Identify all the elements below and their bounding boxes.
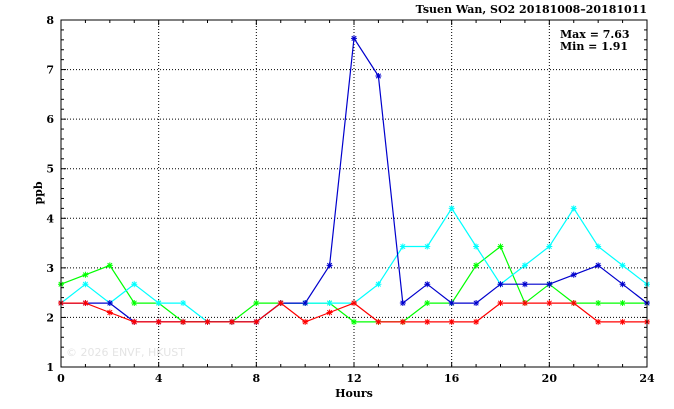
data-point (106, 262, 113, 269)
x-tick-label: 12 (346, 372, 361, 385)
x-tick-label: 16 (444, 372, 460, 385)
min-label: Min = 1.91 (560, 40, 628, 53)
x-tick-label: 20 (542, 372, 558, 385)
data-point (375, 318, 382, 325)
data-point (473, 300, 480, 307)
data-point (546, 243, 553, 250)
data-point (253, 300, 260, 307)
data-point (277, 300, 284, 307)
max-label: Max = 7.63 (560, 28, 630, 41)
y-tick-label: 8 (46, 14, 54, 27)
y-tick-label: 5 (46, 163, 54, 176)
watermark: © 2026 ENVF, HKUST (66, 346, 185, 359)
data-point (351, 35, 357, 42)
data-point (424, 300, 431, 307)
data-point (595, 318, 602, 325)
data-point (302, 318, 309, 325)
data-point (302, 300, 309, 307)
y-tick-label: 2 (46, 311, 54, 324)
data-point (82, 281, 89, 288)
y-tick-label: 3 (46, 262, 54, 275)
data-point (448, 300, 455, 307)
data-point (497, 243, 504, 250)
data-point (82, 271, 89, 278)
data-point (497, 281, 504, 288)
y-tick-label: 7 (46, 64, 54, 77)
data-point (521, 300, 528, 307)
data-point (131, 281, 138, 288)
y-tick-label: 4 (46, 212, 54, 225)
x-tick-label: 4 (155, 372, 163, 385)
data-point (399, 300, 406, 307)
data-point (351, 300, 357, 307)
data-point (399, 318, 406, 325)
data-point (375, 73, 382, 80)
data-point (253, 318, 260, 325)
chart-title: Tsuen Wan, SO2 20181008–20181011 (416, 3, 647, 16)
data-point (619, 318, 626, 325)
data-point (399, 243, 406, 250)
data-point (180, 300, 187, 307)
data-point (326, 300, 333, 307)
data-point (106, 309, 113, 316)
data-point (521, 262, 528, 269)
y-tick-label: 1 (46, 361, 54, 374)
data-point (473, 243, 480, 250)
data-point (204, 318, 211, 325)
data-point (619, 300, 626, 307)
data-point (375, 281, 382, 288)
data-point (448, 205, 455, 212)
x-tick-label: 8 (253, 372, 261, 385)
data-point (497, 300, 504, 307)
data-point (521, 281, 528, 288)
x-tick-label: 0 (57, 372, 65, 385)
data-point (351, 318, 357, 325)
data-point (546, 281, 553, 288)
data-point (424, 281, 431, 288)
data-point (228, 318, 235, 325)
data-point (131, 300, 138, 307)
y-tick-label: 6 (46, 113, 54, 126)
data-point (326, 309, 333, 316)
data-point (155, 318, 162, 325)
data-point (424, 243, 431, 250)
x-tick-label: 24 (639, 372, 655, 385)
data-point (570, 271, 577, 278)
data-point (106, 300, 113, 307)
data-point (424, 318, 431, 325)
data-point (570, 300, 577, 307)
grid (61, 20, 647, 367)
y-axis-title: ppb (32, 181, 45, 204)
data-point (448, 318, 455, 325)
x-axis-title: Hours (335, 387, 373, 400)
data-point (82, 300, 89, 307)
data-point (619, 281, 626, 288)
data-point (570, 205, 577, 212)
data-point (595, 300, 602, 307)
data-point (180, 318, 187, 325)
data-point (595, 243, 602, 250)
data-point (326, 262, 333, 269)
data-point (546, 300, 553, 307)
data-point (131, 318, 138, 325)
data-point (473, 318, 480, 325)
data-point (595, 262, 602, 269)
data-point (473, 262, 480, 269)
data-point (155, 300, 162, 307)
data-point (619, 262, 626, 269)
series-1 (58, 205, 650, 325)
